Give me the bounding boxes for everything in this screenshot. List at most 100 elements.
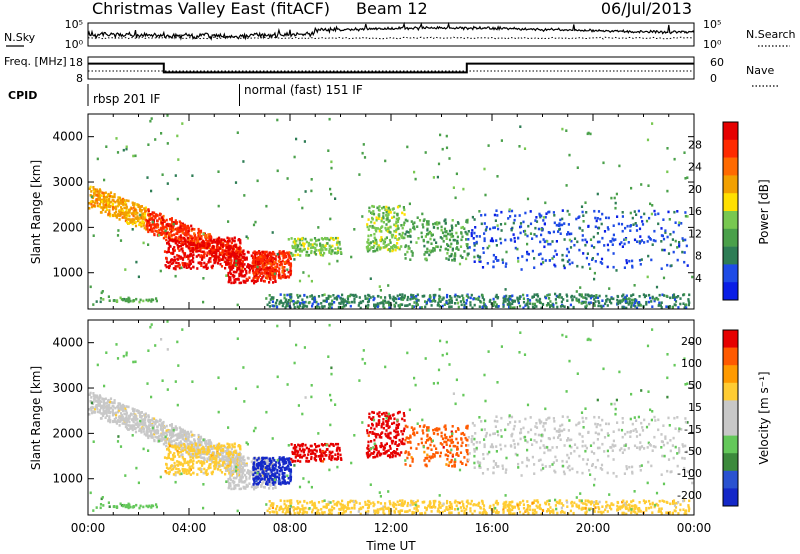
- velocity-echo-cell: [107, 418, 110, 422]
- power-echo-cell: [413, 301, 416, 304]
- power-echo-cell: [221, 248, 224, 251]
- velocity-echo-cell: [154, 421, 157, 424]
- power-echo-cell: [397, 246, 400, 249]
- velocity-echo-cell: [150, 429, 153, 433]
- power-echo-cell: [582, 220, 585, 223]
- power-echo-cell: [188, 242, 191, 245]
- power-echo-cell: [614, 206, 617, 210]
- power-echo-cell: [149, 119, 152, 123]
- power-echo-cell: [386, 230, 390, 233]
- power-echo-cell: [669, 243, 672, 247]
- power-echo-cell: [533, 266, 536, 269]
- velocity-echo-cell: [170, 437, 173, 440]
- velocity-echo-cell: [125, 421, 128, 424]
- velocity-echo-cell: [121, 407, 125, 410]
- power-echo-cell: [310, 178, 313, 181]
- power-echo-cell: [233, 239, 236, 243]
- power-echo-cell: [167, 242, 171, 246]
- power-echo-cell: [517, 256, 520, 260]
- velocity-echo-cell: [126, 427, 129, 430]
- colorbar-tick-label: 20: [688, 183, 702, 196]
- power-echo-cell: [238, 240, 242, 244]
- power-echo-cell: [489, 298, 492, 302]
- velocity-echo-cell: [193, 438, 196, 441]
- power-echo-cell: [481, 296, 484, 299]
- power-echo-cell: [508, 208, 511, 211]
- velocity-echo-cell: [226, 459, 229, 463]
- power-echo-cell: [548, 231, 551, 235]
- power-echo-cell: [406, 145, 409, 149]
- power-echo-cell: [247, 266, 250, 269]
- power-echo-cell: [320, 246, 323, 250]
- power-echo-cell: [671, 306, 674, 309]
- velocity-echo-cell: [108, 415, 111, 418]
- power-echo-cell: [517, 260, 520, 263]
- power-echo-cell: [328, 238, 331, 242]
- power-echo-cell: [261, 250, 265, 254]
- power-echo-cell: [539, 252, 542, 256]
- velocity-echo-cell: [132, 424, 135, 428]
- power-echo-cell: [584, 296, 587, 299]
- power-echo-cell: [434, 300, 437, 303]
- power-echo-cell: [411, 254, 414, 257]
- power-echo-cell: [131, 220, 134, 223]
- power-echo-cell: [541, 303, 545, 306]
- power-echo-cell: [612, 297, 615, 301]
- power-echo-cell: [680, 222, 683, 225]
- power-echo-cell: [230, 268, 233, 271]
- power-echo-cell: [147, 243, 150, 246]
- power-echo-cell: [166, 114, 169, 117]
- velocity-echo-cell: [179, 461, 182, 465]
- power-echo-cell: [146, 222, 149, 226]
- power-echo-cell: [557, 224, 560, 227]
- power-echo-cell: [533, 233, 536, 236]
- power-echo-cell: [225, 274, 228, 277]
- power-echo-cell: [412, 222, 415, 226]
- velocity-echo-cell: [88, 408, 91, 411]
- power-echo-cell: [204, 245, 208, 248]
- power-echo-cell: [635, 306, 639, 310]
- power-echo-cell: [552, 305, 555, 309]
- power-echo-cell: [407, 245, 410, 248]
- power-echo-cell: [206, 251, 209, 254]
- power-echo-cell: [581, 210, 584, 214]
- velocity-echo-cell: [215, 444, 218, 448]
- power-echo-cell: [575, 298, 578, 302]
- power-echo-cell: [539, 240, 542, 244]
- power-echo-cell: [310, 251, 313, 255]
- power-echo-cell: [101, 290, 104, 293]
- power-echo-cell: [448, 229, 452, 233]
- power-echo-cell: [155, 225, 158, 228]
- power-echo-cell: [540, 233, 543, 237]
- power-echo-cell: [468, 246, 471, 249]
- power-echo-cell: [560, 300, 563, 304]
- power-echo-cell: [169, 245, 172, 248]
- power-echo-cell: [138, 223, 141, 226]
- power-echo-cell: [523, 229, 527, 233]
- power-echo-cell: [330, 192, 333, 196]
- power-echo-cell: [92, 204, 95, 207]
- power-echo-cell: [269, 277, 272, 280]
- power-echo-cell: [584, 201, 587, 204]
- power-echo-cell: [196, 267, 199, 270]
- power-echo-cell: [217, 240, 221, 244]
- power-echo-cell: [301, 238, 304, 242]
- power-echo-cell: [371, 204, 374, 208]
- power-echo-cell: [634, 299, 638, 302]
- power-echo-cell: [396, 220, 400, 223]
- power-echo-cell: [463, 303, 466, 307]
- power-echo-cell: [559, 232, 562, 235]
- power-echo-cell: [473, 231, 476, 235]
- power-echo-cell: [269, 258, 272, 262]
- power-echo-cell: [666, 235, 669, 239]
- velocity-echo-cell: [199, 461, 202, 465]
- power-echo-cell: [252, 278, 255, 282]
- power-echo-cell: [528, 302, 532, 305]
- power-echo-cell: [189, 234, 192, 238]
- power-echo-cell: [156, 233, 159, 237]
- velocity-echo-cell: [170, 464, 173, 467]
- power-echo-cell: [554, 298, 557, 301]
- velocity-echo-cell: [239, 453, 242, 456]
- power-echo-cell: [173, 233, 176, 236]
- velocity-echo-cell: [99, 395, 102, 399]
